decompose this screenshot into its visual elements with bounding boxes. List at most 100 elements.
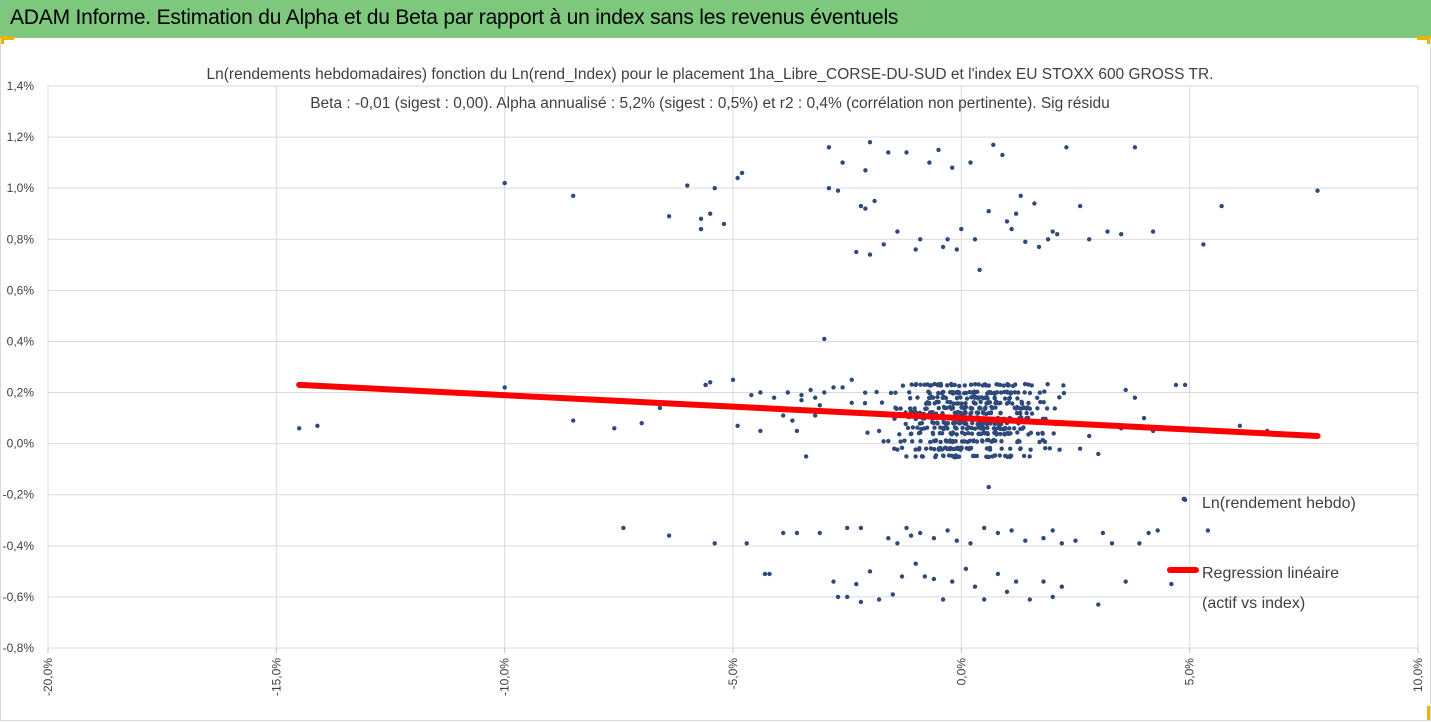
scatter-point — [1007, 395, 1013, 401]
scatter-point — [908, 431, 913, 437]
scatter-point — [867, 569, 873, 574]
scatter-point — [1057, 447, 1062, 452]
scatter-point — [703, 382, 708, 388]
scatter-point — [968, 382, 974, 387]
scatter-point — [909, 382, 914, 387]
scatter-point — [928, 439, 933, 445]
scatter-point — [698, 226, 704, 232]
scatter-point — [949, 381, 954, 387]
scatter-point — [997, 453, 1002, 458]
scatter-point — [933, 438, 938, 443]
scatter-point — [1009, 528, 1014, 533]
scatter-point — [1061, 383, 1066, 388]
scatter-point — [790, 418, 795, 423]
scatter-point — [975, 422, 980, 427]
scatter-point — [981, 426, 987, 431]
scatter-point — [984, 421, 989, 426]
y-tick-label: -0,4% — [3, 539, 35, 553]
scatter-point — [952, 382, 957, 388]
regression-line-path — [296, 381, 1321, 439]
scatter-point — [962, 383, 967, 388]
scatter-point — [939, 391, 945, 396]
scatter-point — [897, 432, 902, 437]
y-tick-label: 1,0% — [7, 181, 35, 195]
scatter-point — [960, 425, 965, 430]
scatter-point — [1052, 406, 1058, 411]
scatter-point — [928, 446, 934, 451]
scatter-point — [997, 425, 1002, 430]
scatter-point — [907, 390, 912, 395]
scatter-point — [940, 447, 945, 452]
scatter-point — [666, 214, 672, 219]
legend: Ln(rendement hebdo) Regression linéaire … — [1167, 495, 1356, 612]
scatter-point — [666, 533, 672, 538]
scatter-point — [849, 400, 854, 405]
scatter-point — [988, 410, 994, 415]
scatter-point — [1061, 390, 1067, 396]
scatter-point — [938, 425, 943, 430]
scatter-point — [945, 383, 950, 388]
scatter-point — [502, 180, 507, 186]
scatter-point — [957, 383, 962, 389]
scatter-point — [986, 437, 991, 443]
scatter-point — [1205, 528, 1211, 533]
x-tick-label: 10,0% — [1411, 658, 1425, 692]
scatter-point — [900, 383, 906, 388]
scatter-point — [612, 426, 617, 431]
scatter-point — [1018, 426, 1023, 432]
scatter-point — [959, 401, 964, 406]
scatter-point — [918, 530, 923, 536]
y-tick-label: 0,2% — [7, 386, 35, 400]
scatter-point — [930, 430, 935, 435]
scatter-point — [936, 382, 941, 388]
scatter-point — [932, 447, 937, 452]
scatter-point — [935, 420, 940, 425]
scatter-point — [932, 401, 937, 406]
scatter-point — [963, 566, 969, 571]
scatter-point — [1146, 530, 1151, 536]
scatter-point — [945, 528, 950, 533]
scatter-point — [854, 581, 859, 587]
scatter-point — [845, 594, 850, 600]
y-tick-label: 0,8% — [7, 232, 35, 246]
scatter-point — [958, 395, 963, 400]
scatter-point — [913, 561, 918, 566]
scatter-point — [919, 454, 925, 459]
scatter-point — [771, 395, 777, 400]
scatter-point — [708, 380, 713, 385]
scatter-point — [983, 395, 988, 400]
scatter-point — [941, 420, 946, 425]
scatter-point — [982, 597, 987, 602]
scatter-point — [739, 170, 745, 176]
scatter-point — [940, 395, 945, 400]
scatter-point — [1018, 446, 1023, 451]
scatter-point — [999, 446, 1004, 451]
scatter-point — [1132, 395, 1138, 400]
scatter-point — [1150, 229, 1156, 234]
scatter-point — [888, 390, 894, 396]
scatter-point — [939, 431, 945, 436]
y-tick-label: 1,4% — [7, 79, 35, 93]
scatter-point — [863, 168, 868, 173]
scatter-point — [879, 400, 885, 405]
scatter-point — [872, 198, 877, 204]
corner-marker-right — [1417, 36, 1431, 40]
scatter-point — [979, 395, 985, 400]
scatter-point — [1047, 446, 1053, 451]
scatter-point — [918, 382, 923, 387]
scatter-point — [1041, 400, 1046, 405]
scatter-point — [1038, 399, 1043, 405]
scatter-point — [963, 401, 968, 406]
scatter-point — [955, 389, 960, 394]
chart-title: Ln(rendements hebdomadaires) fonction du… — [207, 66, 1214, 83]
scatter-point — [1015, 396, 1020, 401]
x-tick-label: -10,0% — [498, 658, 512, 696]
scatter-point — [1105, 229, 1110, 234]
scatter-point — [970, 420, 975, 426]
scatter-point — [912, 406, 917, 411]
scatter-point — [954, 426, 959, 431]
scatter-point — [960, 411, 965, 417]
scatter-point — [993, 400, 998, 406]
scatter-point — [1064, 145, 1069, 150]
scatter-point — [1013, 211, 1019, 216]
